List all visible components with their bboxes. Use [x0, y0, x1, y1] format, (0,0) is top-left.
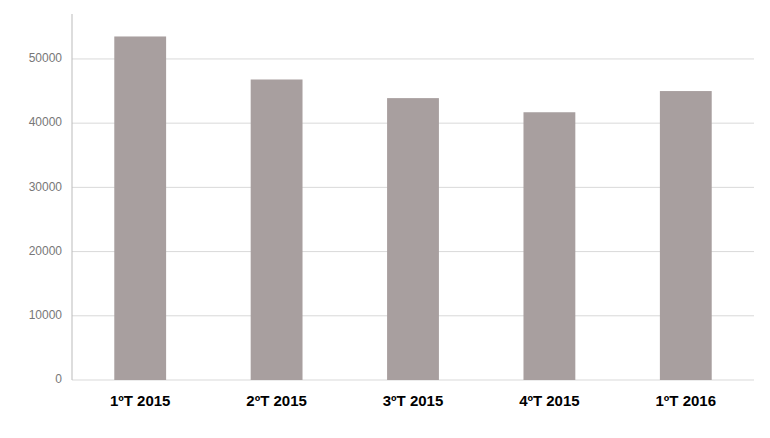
- y-tick-label: 30000: [29, 180, 63, 194]
- y-axis-line: [72, 14, 73, 380]
- y-axis: 0 10000 20000 30000 40000 50000: [29, 14, 72, 386]
- chart-container: 0 10000 20000 30000 40000 50000 1ºT 2015 2ºT 20…: [0, 0, 770, 438]
- y-tick-label: 20000: [29, 244, 63, 258]
- x-tick-label: 1ºT 2016: [656, 392, 717, 409]
- y-tick-label: 40000: [29, 115, 63, 129]
- bar: [387, 98, 439, 380]
- y-tick-label: 10000: [29, 308, 63, 322]
- bar: [523, 112, 575, 380]
- bar: [251, 79, 303, 380]
- page: {"chart_data": {"type": "bar", "categori…: [0, 0, 770, 438]
- chart: 0 10000 20000 30000 40000 50000 1ºT 2015 2ºT 20…: [0, 0, 770, 438]
- x-tick-label: 4ºT 2015: [519, 392, 580, 409]
- y-tick-label: 0: [55, 372, 62, 386]
- y-tick-label: 50000: [29, 51, 63, 65]
- bars: [114, 36, 711, 380]
- grid: [72, 59, 754, 380]
- bar: [660, 91, 712, 380]
- x-axis: 1ºT 2015 2ºT 2015 3ºT 2015 4ºT 2015 1ºT 2016: [110, 392, 716, 409]
- x-tick-label: 2ºT 2015: [246, 392, 307, 409]
- x-tick-label: 1ºT 2015: [110, 392, 171, 409]
- bar: [114, 36, 166, 380]
- x-tick-label: 3ºT 2015: [383, 392, 444, 409]
- grid-line: [72, 58, 754, 59]
